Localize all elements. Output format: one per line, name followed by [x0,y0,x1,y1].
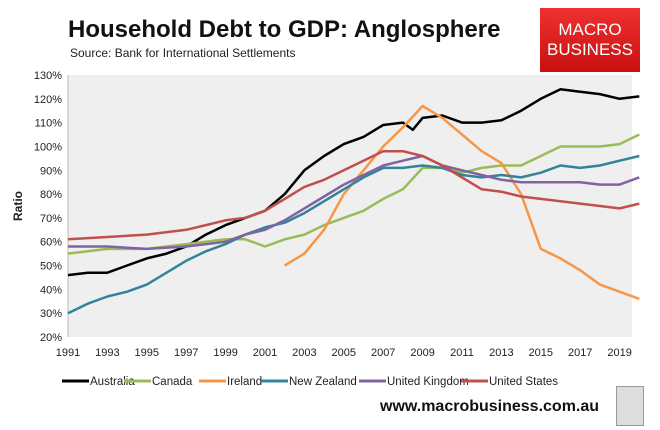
legend-label: New Zealand [289,376,357,388]
x-tick-label: 2001 [253,347,277,359]
series-line-united-kingdom [68,154,640,251]
y-tick-label: 110% [35,118,63,130]
x-tick-label: 2005 [332,347,356,359]
plot-area [68,75,632,337]
fox-logo-icon [616,386,644,426]
legend: Australia Canada Ireland New Zealand United … [62,376,558,388]
x-tick-label: 1997 [174,347,198,359]
y-tick-label: 100% [34,141,62,153]
legend-label: United Kingdom [387,376,469,388]
x-tick-label: 2003 [292,347,316,359]
legend-label: Ireland [227,376,262,388]
y-tick-label: 40% [40,284,62,296]
x-tick-label: 1993 [95,347,119,359]
y-tick-label: 50% [40,261,62,273]
x-tick-label: 2009 [410,347,434,359]
x-tick-label: 2013 [489,347,513,359]
macrobusiness-logo: MACRO BUSINESS [540,8,640,72]
x-tick-label: 1999 [213,347,237,359]
legend-label: Canada [152,376,193,388]
y-tick-label: 90% [40,165,62,177]
legend-label: United States [489,376,558,388]
x-tick-label: 1995 [135,347,159,359]
series-line-ireland [284,104,640,301]
x-tick-label: 2015 [529,347,553,359]
series-line-new-zealand [67,154,640,315]
x-tick-label: 2019 [607,347,631,359]
x-tick-label: 2007 [371,347,395,359]
y-tick-label: 80% [40,189,62,201]
y-tick-label: 130% [34,70,62,82]
logo-line2: BUSINESS [547,40,633,59]
x-tick-label: 2017 [568,347,592,359]
y-tick-label: 30% [40,308,62,320]
series-line-australia [67,88,640,277]
chart-subtitle: Source: Bank for International Settlemen… [70,46,296,60]
chart-title: Household Debt to GDP: Anglosphere [68,16,501,43]
x-tick-label: 1991 [56,347,80,359]
x-tick-label: 2011 [450,347,474,359]
series-line-united-states [67,149,640,241]
y-tick-label: 60% [40,237,62,249]
y-tick-label: 120% [34,94,62,106]
legend-label: Australia [90,376,135,388]
logo-line1: MACRO [558,20,622,39]
y-axis-label: Ratio [11,191,25,221]
y-tick-label: 70% [40,213,62,225]
y-tick-label: 20% [40,332,62,344]
website-url: www.macrobusiness.com.au [380,398,600,415]
